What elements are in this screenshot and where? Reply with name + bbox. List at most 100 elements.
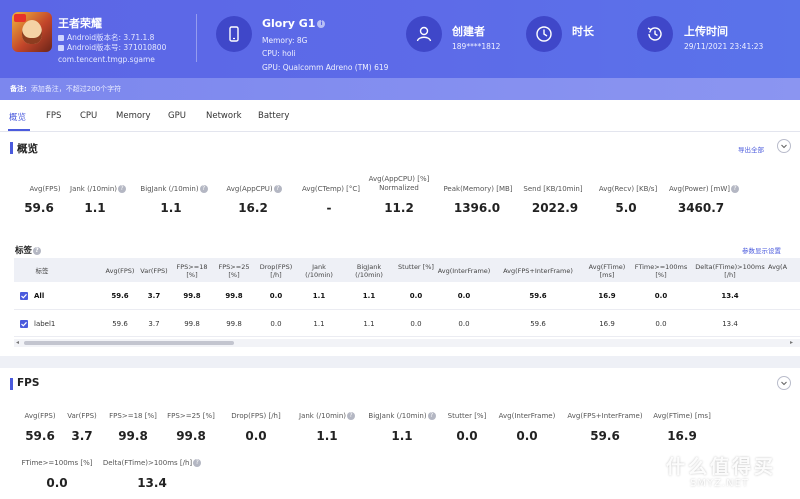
table-cell: 1.1: [362, 292, 376, 300]
help-icon[interactable]: ?: [427, 412, 436, 420]
table-cell: 13.4: [722, 320, 738, 328]
tab-gpu[interactable]: GPU: [168, 111, 186, 121]
upload-value: 29/11/2021 23:41:23: [684, 42, 764, 51]
metric-value: 99.8: [176, 429, 206, 443]
tab-memory[interactable]: Memory: [116, 111, 151, 121]
watermark: 值 什么值得买 SMYZ.NET: [630, 452, 790, 492]
row-divider: [14, 309, 800, 310]
android-version-code: Android版本号: 371010800: [58, 42, 166, 53]
help-icon[interactable]: ?: [199, 185, 208, 193]
table-cell: 59.6: [111, 292, 129, 300]
scroll-right-icon[interactable]: ▸: [790, 339, 794, 346]
metric-label: Avg(InterFrame): [498, 412, 556, 420]
app-name: 王者荣耀: [58, 17, 102, 30]
metric-label: Avg(FPS): [24, 412, 56, 420]
metric-value: 0.0: [456, 429, 478, 443]
tab-cpu[interactable]: CPU: [80, 111, 98, 121]
tab-fps[interactable]: FPS: [46, 111, 62, 121]
table-cell: 1.1: [312, 292, 326, 300]
metric-label: Avg(Power) [mW]?: [664, 185, 744, 194]
remark-input[interactable]: 添加备注，不超过200个字符: [30, 85, 122, 93]
row-label: label1: [34, 320, 56, 328]
table-cell: 59.6: [529, 292, 547, 300]
table-cell: 0.0: [410, 320, 422, 328]
help-icon[interactable]: ?: [273, 185, 282, 193]
metric-label: Var(FPS): [67, 412, 97, 420]
fps-card: [0, 368, 800, 499]
help-icon[interactable]: ?: [118, 185, 126, 193]
row-divider: [14, 336, 800, 337]
table-cell: 59.6: [112, 320, 128, 328]
report-header: 王者荣耀 Android版本名: 3.71.1.8 Android版本号: 37…: [0, 0, 800, 78]
col-header: Avg(FPS+InterFrame): [503, 267, 573, 275]
help-icon[interactable]: ?: [731, 185, 740, 193]
help-icon[interactable]: ?: [193, 459, 202, 467]
scroll-left-icon[interactable]: ◂: [16, 339, 20, 346]
device-gpu: GPU: Qualcomm Adreno (TM) 619: [262, 63, 389, 72]
metric-label: FPS>=18 [%]: [109, 412, 157, 420]
remark-label: 备注:: [10, 85, 27, 93]
tab-network[interactable]: Network: [206, 111, 242, 121]
horizontal-scrollbar[interactable]: ◂ ▸: [14, 339, 800, 347]
col-header: 标签: [35, 267, 49, 275]
table-cell: 99.8: [226, 320, 242, 328]
col-header: Drop(FPS) [/h]: [259, 263, 293, 279]
device-name: Glory G1 i: [262, 17, 326, 30]
watermark-domain: SMYZ.NET: [690, 478, 750, 489]
metric-label: BigJank (/10min)?: [134, 185, 214, 194]
metric-label: Avg(FTime) [ms]: [653, 412, 711, 420]
table-cell: 0.0: [457, 292, 471, 300]
metric-value: 59.6: [24, 201, 54, 215]
table-cell: 3.7: [147, 292, 161, 300]
metric-value: 13.4: [137, 476, 167, 490]
metric-value: 99.8: [118, 429, 148, 443]
col-header: Var(FPS): [140, 267, 168, 275]
metric-value: 0.0: [516, 429, 538, 443]
row-checkbox[interactable]: [20, 320, 28, 328]
scrollbar-thumb[interactable]: [24, 341, 234, 345]
metric-label: Jank (/10min)?: [64, 185, 132, 194]
col-header: Delta(FTime)>100ms [/h]: [695, 263, 765, 279]
creator-value: 189****1812: [452, 42, 501, 51]
info-icon[interactable]: i: [317, 20, 326, 28]
col-header: Stutter [%]: [398, 263, 434, 271]
remark-bar[interactable]: 备注: 添加备注，不超过200个字符: [0, 78, 800, 100]
tab-overview[interactable]: 概览: [9, 113, 27, 123]
param-settings-link[interactable]: 参数显示设置: [742, 247, 781, 255]
row-label: All: [34, 292, 45, 300]
collapse-toggle[interactable]: [777, 139, 791, 153]
col-header: Avg(FTime) [ms]: [588, 263, 626, 279]
metric-value: 5.0: [615, 201, 637, 215]
help-icon[interactable]: ?: [33, 246, 42, 255]
metric-value: 1.1: [316, 429, 338, 443]
col-header: FPS>=25 [%]: [218, 263, 250, 279]
watermark-text: 什么值得买: [666, 456, 777, 478]
active-tab-indicator: [8, 129, 30, 131]
collapse-toggle[interactable]: [777, 376, 791, 390]
metric-value: 59.6: [590, 429, 620, 443]
metric-value: 16.2: [238, 201, 268, 215]
metric-label: FPS>=25 [%]: [167, 412, 215, 420]
metric-label: Peak(Memory) [MB]: [443, 185, 513, 193]
help-icon[interactable]: ?: [347, 412, 355, 420]
metric-value: 1.1: [84, 201, 106, 215]
metric-label: Avg(AppCPU)?: [216, 185, 292, 194]
device-memory: Memory: 8G: [262, 36, 308, 45]
metric-label: Avg(CTemp) [°C]: [301, 185, 361, 193]
tab-battery[interactable]: Battery: [258, 111, 290, 121]
metric-value: 11.2: [384, 201, 414, 215]
overview-card: [0, 132, 800, 356]
col-header: Jank (/10min): [305, 263, 333, 279]
table-cell: 0.0: [655, 320, 667, 328]
row-checkbox[interactable]: [20, 292, 28, 300]
watermark-logo-icon: 值: [630, 454, 660, 484]
export-all-link[interactable]: 导出全部: [738, 146, 764, 154]
metric-label: Avg(Recv) [KB/s]: [598, 185, 658, 193]
table-cell: 0.0: [409, 292, 423, 300]
table-cell: 16.9: [598, 292, 616, 300]
tags-title: 标签?: [15, 244, 42, 256]
tab-bar: 概览 FPS CPU Memory GPU Network Battery: [0, 100, 800, 132]
metric-value: 2022.9: [531, 201, 579, 215]
metric-value: 0.0: [46, 476, 68, 490]
metric-value: 3460.7: [677, 201, 725, 215]
